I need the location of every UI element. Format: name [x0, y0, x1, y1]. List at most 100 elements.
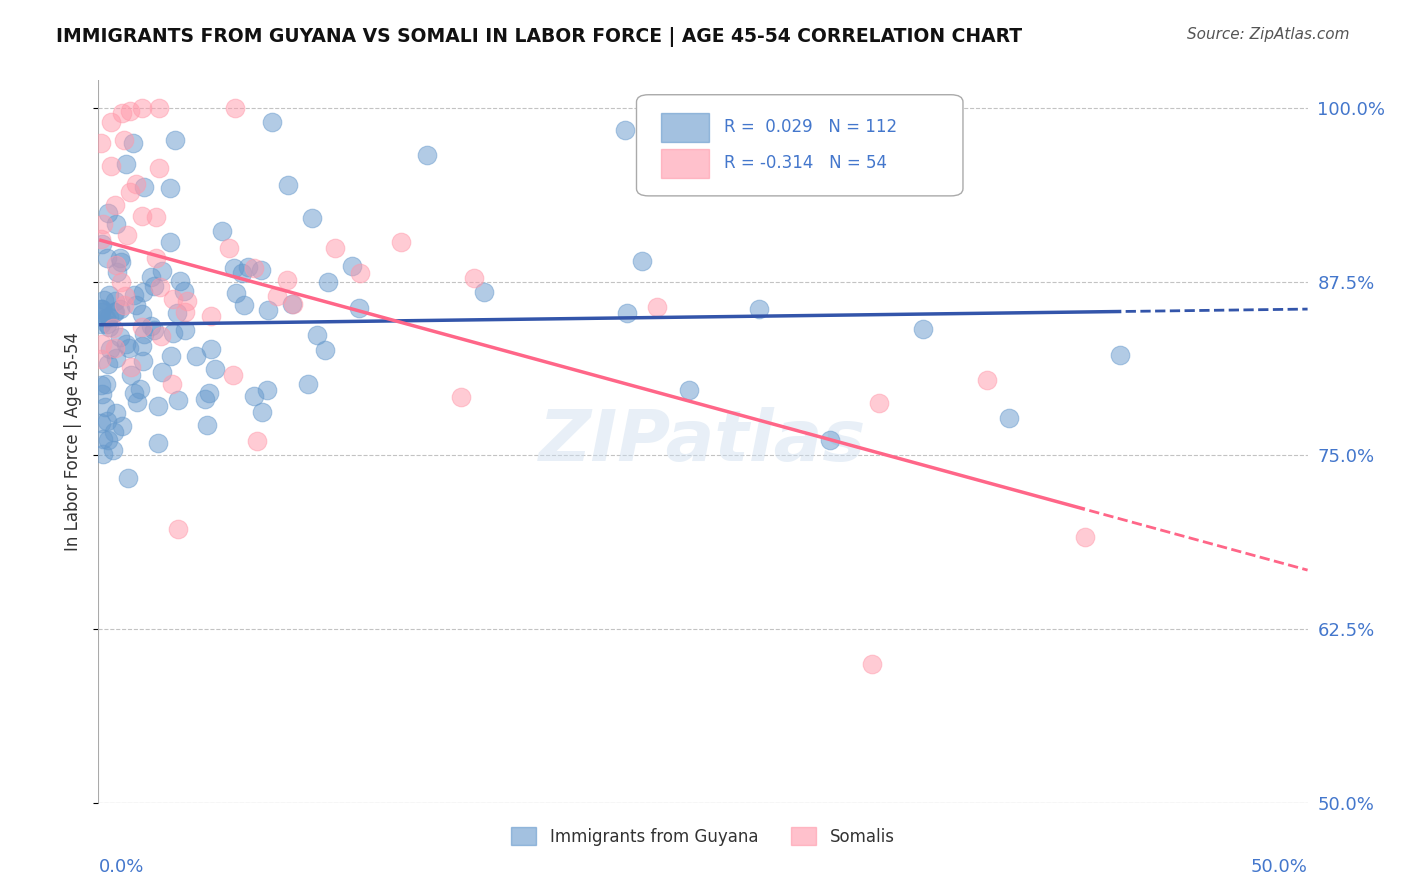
Y-axis label: In Labor Force | Age 45-54: In Labor Force | Age 45-54: [65, 332, 83, 551]
Text: R =  0.029   N = 112: R = 0.029 N = 112: [724, 119, 897, 136]
Point: [645, 300, 668, 314]
Point: [98, 288, 121, 302]
Point: [463, 271, 485, 285]
Point: [146, 399, 169, 413]
Point: [97, 357, 120, 371]
Point: [91, 337, 114, 351]
Point: [122, 136, 145, 150]
Point: [176, 294, 198, 309]
Point: [173, 305, 195, 319]
Point: [90, 378, 112, 392]
Point: [131, 339, 153, 353]
Point: [104, 258, 127, 272]
Point: [184, 349, 207, 363]
Point: [93, 293, 115, 307]
Point: [297, 377, 319, 392]
Point: [631, 253, 654, 268]
Point: [222, 261, 245, 276]
Point: [132, 354, 155, 368]
Point: [118, 342, 141, 356]
Point: [911, 322, 934, 336]
Point: [122, 288, 145, 302]
Point: [94, 311, 117, 326]
Point: [131, 307, 153, 321]
Point: [998, 410, 1021, 425]
Point: [281, 296, 304, 310]
Point: [283, 297, 305, 311]
Point: [98, 310, 121, 325]
Point: [301, 211, 323, 226]
Point: [340, 260, 363, 274]
Point: [200, 343, 222, 357]
Point: [149, 279, 172, 293]
Point: [250, 262, 273, 277]
Point: [276, 272, 298, 286]
Point: [389, 235, 412, 249]
Point: [103, 321, 125, 335]
Point: [160, 376, 183, 391]
Point: [131, 320, 153, 334]
Point: [103, 342, 125, 356]
Point: [114, 336, 136, 351]
Point: [134, 180, 156, 194]
Point: [200, 309, 222, 323]
Point: [90, 416, 112, 430]
Point: [98, 343, 121, 357]
Point: [238, 260, 260, 274]
Point: [104, 305, 127, 319]
Point: [145, 210, 167, 224]
Point: [163, 133, 186, 147]
Point: [159, 181, 181, 195]
Point: [93, 217, 115, 231]
Point: [143, 323, 166, 337]
Point: [748, 301, 770, 316]
Point: [450, 390, 472, 404]
Point: [246, 434, 269, 448]
Point: [616, 306, 638, 320]
Point: [90, 136, 112, 150]
Point: [150, 329, 173, 343]
Point: [224, 101, 246, 115]
Point: [112, 297, 135, 311]
Point: [132, 326, 155, 341]
Point: [211, 223, 233, 237]
Point: [111, 419, 134, 434]
Point: [121, 368, 143, 382]
Point: [195, 417, 218, 432]
Point: [266, 288, 288, 302]
Point: [107, 265, 129, 279]
Point: [860, 657, 883, 671]
Point: [150, 365, 173, 379]
Point: [218, 241, 240, 255]
Point: [614, 123, 637, 137]
Point: [305, 328, 328, 343]
Point: [128, 382, 150, 396]
Point: [124, 385, 146, 400]
Point: [90, 317, 112, 331]
Bar: [661, 149, 709, 178]
Legend: Immigrants from Guyana, Somalis: Immigrants from Guyana, Somalis: [505, 821, 901, 852]
Point: [96, 414, 118, 428]
Point: [198, 385, 221, 400]
Point: [111, 106, 134, 120]
Point: [103, 305, 125, 319]
Point: [349, 266, 371, 280]
Point: [104, 217, 127, 231]
Point: [94, 376, 117, 391]
Point: [868, 396, 890, 410]
Point: [108, 251, 131, 265]
Bar: [661, 112, 709, 142]
Point: [96, 251, 118, 265]
Point: [91, 302, 114, 317]
Point: [103, 425, 125, 440]
Point: [242, 260, 264, 275]
Point: [131, 101, 153, 115]
Point: [125, 298, 148, 312]
Point: [112, 133, 135, 147]
Point: [243, 389, 266, 403]
Point: [316, 275, 339, 289]
Point: [100, 115, 122, 129]
Point: [108, 301, 131, 316]
Point: [314, 343, 336, 357]
Point: [96, 317, 118, 331]
